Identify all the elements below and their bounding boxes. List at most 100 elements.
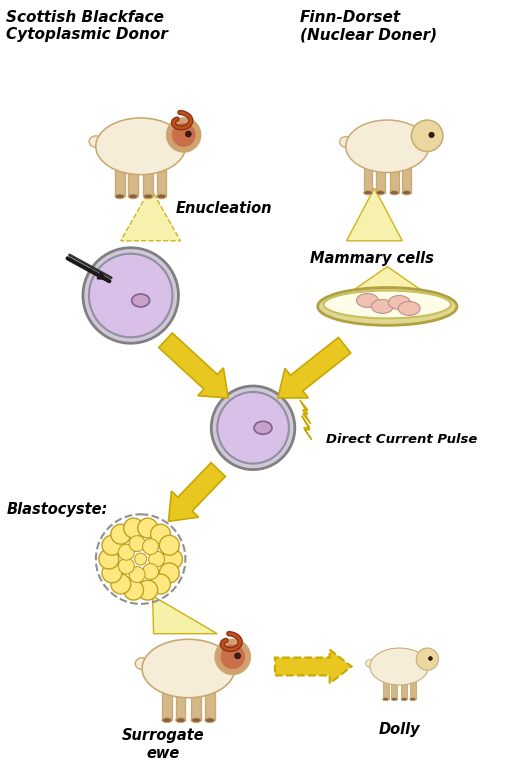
Ellipse shape [346, 120, 429, 172]
Bar [191, 693, 201, 720]
Bar [205, 693, 215, 720]
Bar [128, 170, 138, 196]
Circle shape [99, 549, 119, 569]
Text: Enucleation: Enucleation [176, 202, 272, 217]
Ellipse shape [318, 288, 457, 325]
Circle shape [118, 544, 134, 560]
Circle shape [124, 580, 144, 600]
Ellipse shape [144, 194, 153, 199]
Ellipse shape [89, 136, 103, 147]
Polygon shape [302, 416, 312, 440]
Ellipse shape [388, 296, 410, 310]
Text: Blastocyste:: Blastocyste: [6, 502, 108, 517]
Circle shape [111, 574, 131, 594]
Bar [401, 682, 407, 699]
Circle shape [220, 645, 245, 669]
Bar [115, 170, 125, 196]
Circle shape [102, 535, 122, 555]
Polygon shape [121, 188, 180, 241]
Circle shape [138, 518, 158, 538]
Text: Direct Current Pulse: Direct Current Pulse [326, 433, 477, 446]
Ellipse shape [370, 648, 429, 685]
Circle shape [89, 254, 173, 338]
Bar [144, 170, 153, 196]
Ellipse shape [254, 421, 272, 435]
Ellipse shape [191, 718, 201, 722]
Ellipse shape [128, 194, 138, 199]
Text: Dolly: Dolly [379, 722, 420, 737]
Ellipse shape [176, 718, 186, 722]
Bar [402, 168, 411, 192]
Circle shape [149, 551, 165, 567]
Bar [390, 168, 399, 192]
Circle shape [102, 563, 122, 583]
Ellipse shape [96, 118, 186, 175]
Bar [363, 168, 372, 192]
Circle shape [143, 563, 158, 580]
Polygon shape [275, 650, 351, 684]
Bar [391, 682, 398, 699]
Text: Surrogate
ewe: Surrogate ewe [122, 728, 205, 760]
Polygon shape [153, 596, 217, 634]
Circle shape [215, 639, 250, 674]
Circle shape [217, 392, 289, 463]
Ellipse shape [382, 698, 389, 701]
Circle shape [429, 132, 434, 137]
Circle shape [143, 539, 158, 555]
Circle shape [138, 580, 158, 600]
Circle shape [83, 248, 178, 343]
Ellipse shape [135, 658, 149, 670]
Text: Finn-Dorset
(Nuclear Doner): Finn-Dorset (Nuclear Doner) [300, 10, 437, 43]
Ellipse shape [142, 639, 235, 698]
Bar [376, 168, 385, 192]
Circle shape [411, 120, 443, 151]
Ellipse shape [357, 293, 378, 307]
Ellipse shape [401, 698, 407, 701]
Circle shape [129, 535, 145, 552]
Circle shape [118, 558, 134, 574]
Circle shape [211, 386, 295, 469]
Circle shape [150, 525, 170, 544]
Ellipse shape [398, 301, 420, 315]
Bar [410, 682, 416, 699]
Polygon shape [159, 333, 228, 398]
Ellipse shape [402, 190, 411, 195]
Text: Mammary cells: Mammary cells [310, 251, 433, 266]
Circle shape [167, 118, 200, 152]
Circle shape [429, 656, 432, 660]
Ellipse shape [340, 137, 352, 147]
Circle shape [235, 653, 240, 659]
Circle shape [186, 131, 191, 137]
Ellipse shape [132, 294, 149, 307]
Ellipse shape [162, 718, 172, 722]
Circle shape [159, 563, 179, 583]
Ellipse shape [205, 718, 215, 722]
Circle shape [416, 648, 439, 670]
Circle shape [159, 535, 179, 555]
Bar [382, 682, 389, 699]
Ellipse shape [390, 190, 399, 195]
Circle shape [172, 123, 196, 147]
Ellipse shape [323, 290, 451, 318]
Ellipse shape [366, 660, 375, 667]
Ellipse shape [115, 194, 125, 199]
Polygon shape [347, 188, 402, 241]
Circle shape [150, 574, 170, 594]
Bar [176, 693, 186, 720]
Ellipse shape [410, 698, 416, 701]
Ellipse shape [157, 194, 166, 199]
Ellipse shape [376, 190, 385, 195]
Circle shape [124, 518, 144, 538]
Circle shape [163, 549, 183, 569]
Circle shape [129, 566, 145, 583]
Ellipse shape [391, 698, 398, 701]
Text: Scottish Blackface
Cytoplasmic Donor: Scottish Blackface Cytoplasmic Donor [6, 10, 168, 43]
Polygon shape [322, 267, 452, 311]
Polygon shape [300, 400, 311, 424]
Polygon shape [168, 462, 226, 521]
Bar [162, 693, 172, 720]
Circle shape [135, 553, 147, 565]
Ellipse shape [371, 300, 393, 314]
Circle shape [111, 525, 131, 544]
Polygon shape [278, 338, 351, 398]
